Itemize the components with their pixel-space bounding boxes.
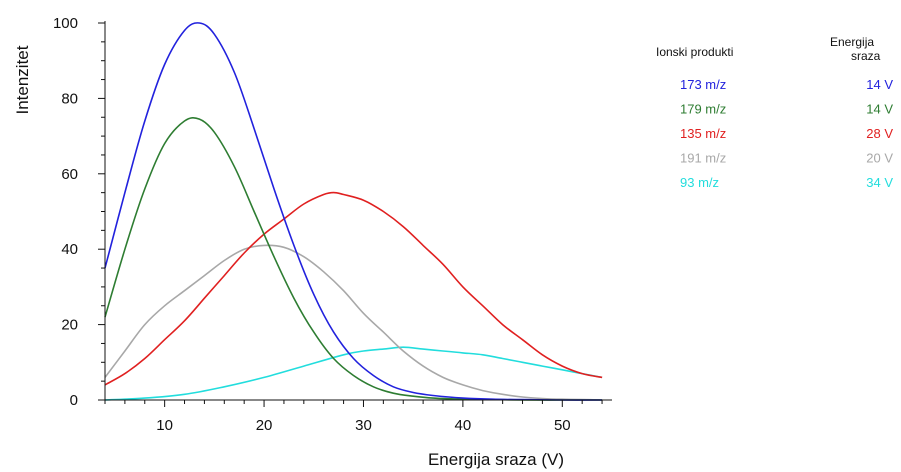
legend-item-name: 191 m/z (680, 151, 726, 166)
legend-item-energy: 34 V (866, 175, 893, 190)
legend-item-name: 179 m/z (680, 102, 726, 117)
legend-item-energy: 14 V (866, 77, 893, 92)
series-line-173-m-z (104, 22, 603, 401)
y-tick-label: 80 (61, 90, 78, 107)
legend-header-energy-line1: Energija (830, 35, 874, 49)
legend-item-name: 135 m/z (680, 126, 726, 141)
series-line-135-m-z (104, 191, 603, 386)
x-tick-label: 30 (355, 417, 372, 434)
y-tick-label: 40 (61, 241, 78, 258)
y-ticks: 0 20 40 60 80 100 (53, 15, 105, 409)
x-tick-label: 40 (455, 417, 472, 434)
y-axis-title: Intenzitet (13, 45, 32, 114)
legend-item-name: 173 m/z (680, 77, 726, 92)
legend: Ionski produkti Energija sraza 173 m/z 14… (656, 35, 893, 190)
legend-item-name: 93 m/z (680, 175, 719, 190)
x-tick-label: 10 (156, 417, 173, 434)
legend-item-energy: 28 V (866, 126, 893, 141)
legend-rows: 173 m/z 14 V 179 m/z 14 V 135 m/z 28 V 191 m/z… (680, 77, 893, 190)
x-ticks: 10 20 30 40 50 (104, 400, 603, 434)
y-tick-label: 100 (53, 15, 78, 32)
series-line-93-m-z (104, 346, 603, 401)
legend-item-energy: 20 V (866, 151, 893, 166)
legend-item-energy: 14 V (866, 102, 893, 117)
x-tick-label: 20 (256, 417, 273, 434)
series-lines (104, 22, 603, 401)
legend-header-energy-line2: sraza (851, 49, 881, 63)
y-tick-label: 0 (70, 392, 78, 409)
legend-header-products: Ionski produkti (656, 45, 733, 59)
x-tick-label: 50 (554, 417, 571, 434)
axes: 10 20 30 40 50 0 20 40 60 80 100 (53, 15, 612, 434)
y-tick-label: 20 (61, 317, 78, 334)
y-tick-label: 60 (61, 166, 78, 183)
series-line-191-m-z (104, 244, 603, 401)
series-line-179-m-z (104, 116, 603, 401)
x-axis-title: Energija sraza (V) (428, 450, 564, 469)
